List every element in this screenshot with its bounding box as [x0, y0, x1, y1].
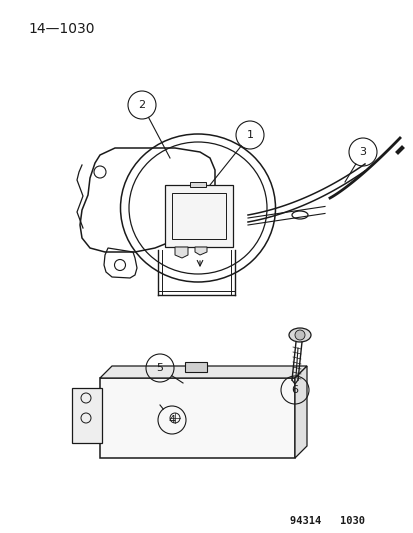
Text: 2: 2 — [138, 100, 145, 110]
Circle shape — [294, 330, 304, 340]
Polygon shape — [175, 247, 188, 258]
FancyBboxPatch shape — [190, 182, 206, 187]
FancyBboxPatch shape — [72, 388, 102, 443]
Text: 6: 6 — [291, 385, 298, 395]
Text: 14—1030: 14—1030 — [28, 22, 94, 36]
FancyBboxPatch shape — [100, 378, 294, 458]
Text: 1: 1 — [246, 130, 253, 140]
Polygon shape — [100, 366, 306, 378]
Polygon shape — [195, 247, 206, 255]
Text: 94314   1030: 94314 1030 — [289, 516, 364, 526]
Polygon shape — [294, 366, 306, 458]
Text: 5: 5 — [156, 363, 163, 373]
Ellipse shape — [288, 328, 310, 342]
Text: 3: 3 — [358, 147, 366, 157]
FancyBboxPatch shape — [185, 362, 206, 372]
Text: 4: 4 — [168, 415, 175, 425]
FancyBboxPatch shape — [165, 185, 233, 247]
